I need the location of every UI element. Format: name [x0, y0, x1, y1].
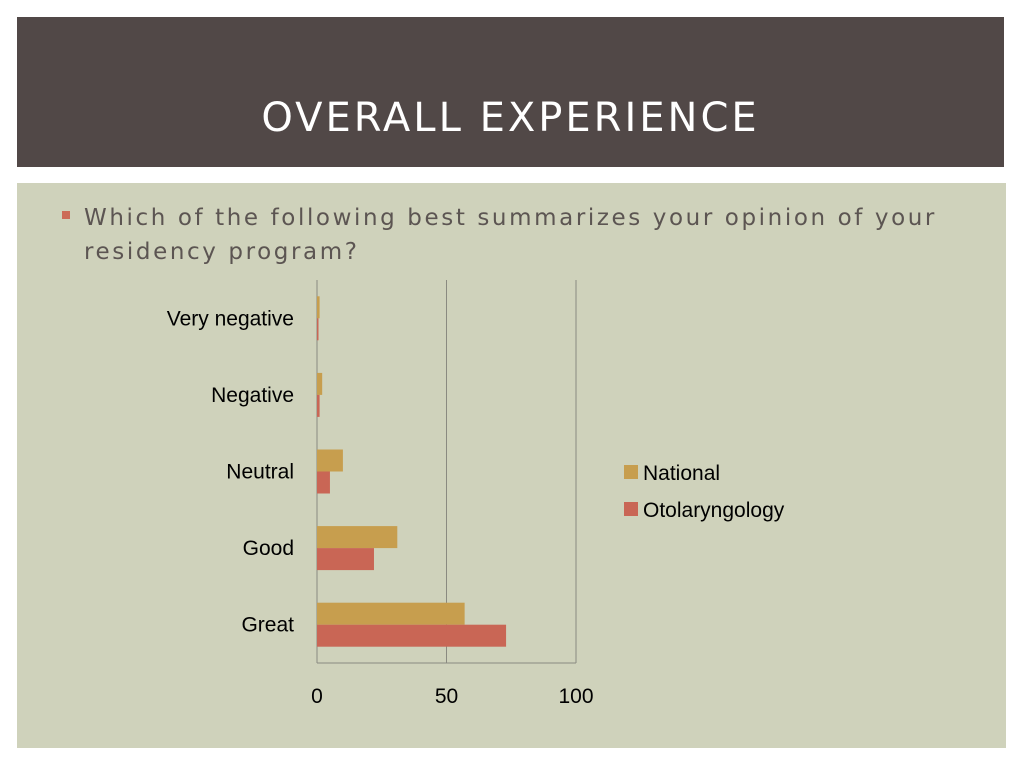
- bar-otolaryngology-very-negative: [317, 318, 319, 341]
- legend-label: National: [643, 462, 720, 485]
- chart-labels: Very negative Negative Neutral Good Great 0 50…: [167, 307, 594, 708]
- category-label: Very negative: [167, 307, 294, 330]
- bar-national-good: [317, 526, 398, 549]
- bar-otolaryngology-good: [317, 548, 374, 571]
- category-label: Good: [243, 537, 294, 560]
- legend-swatch: [624, 465, 638, 479]
- legend-label: Otolaryngology: [643, 499, 785, 522]
- bar-national-negative: [317, 372, 323, 395]
- title-bar: OVERALL EXPERIENCE: [17, 17, 1004, 167]
- slide-title: OVERALL EXPERIENCE: [261, 95, 760, 141]
- content-area: Which of the following best summarizes y…: [17, 183, 1006, 748]
- bar-otolaryngology-neutral: [317, 471, 330, 494]
- bar-national-great: [317, 602, 465, 625]
- bar-national-neutral: [317, 449, 343, 472]
- chart-bars: [317, 296, 507, 647]
- bar-otolaryngology-great: [317, 624, 507, 647]
- x-tick-label: 100: [558, 685, 593, 708]
- bar-otolaryngology-negative: [317, 394, 320, 417]
- chart-legend: National Otolaryngology: [624, 462, 785, 522]
- legend-swatch: [624, 502, 638, 516]
- x-tick-label: 0: [311, 685, 323, 708]
- question-text: Which of the following best summarizes y…: [84, 205, 937, 265]
- category-label: Neutral: [226, 461, 294, 484]
- category-label: Negative: [211, 384, 294, 407]
- bar-national-very-negative: [317, 296, 320, 319]
- bullet-marker: [62, 211, 70, 219]
- category-label: Great: [241, 614, 294, 637]
- x-tick-label: 50: [435, 685, 458, 708]
